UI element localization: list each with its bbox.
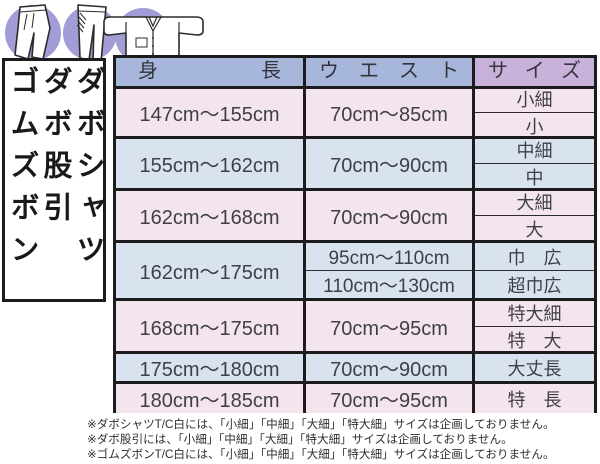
product-name-dabo-momohiki: ダボ股引 — [39, 66, 71, 234]
waist-cell: 70cm〜85cm — [306, 89, 475, 136]
height-cell: 147cm〜155cm — [116, 89, 306, 136]
table-header-row: 身長 ウエスト サイズ — [116, 58, 594, 89]
product-names-box: ダボシャツ ダボ股引 ゴムズボン — [2, 58, 106, 302]
header-height: 身長 — [116, 58, 306, 86]
product-name-dabo-shirt: ダボシャツ — [72, 66, 104, 276]
waist-sub: 110cm〜130cm — [306, 270, 472, 298]
height-cell: 155cm〜162cm — [116, 139, 306, 188]
size-sub: 特大細 — [507, 303, 562, 324]
table-row: 168cm〜175cm 70cm〜95cm 特大細 特 大 — [116, 301, 594, 354]
clothing-icons — [5, 4, 204, 64]
waist-cell: 70cm〜90cm — [306, 139, 475, 188]
height-cell: 162cm〜175cm — [116, 243, 306, 298]
table-row: 155cm〜162cm 70cm〜90cm 中細 中 — [116, 139, 594, 191]
waist-cell: 70cm〜90cm — [306, 191, 475, 240]
size-sub: 特 大 — [475, 325, 594, 353]
size-cell: 大丈長 — [475, 354, 594, 381]
waist-cell: 70cm〜90cm — [306, 354, 475, 381]
size-sub: 小細 — [516, 90, 553, 110]
footnote-line: ※ダボシャツT/C白には、「小細」「中細」「大細」「特大細」サイズは企画しており… — [87, 418, 555, 431]
table-row: 147cm〜155cm 70cm〜85cm 小細 小 — [116, 89, 594, 139]
table-row: 162cm〜168cm 70cm〜90cm 大細 大 — [116, 191, 594, 243]
size-cell: 小細 小 — [475, 89, 594, 139]
size-cell: 特大細 特 大 — [475, 301, 594, 351]
table-row: 180cm〜185cm 70cm〜95cm 特 長 — [116, 384, 594, 413]
size-cell: 大細 大 — [475, 191, 594, 240]
footnotes: ※ダボシャツT/C白には、「小細」「中細」「大細」「特大細」サイズは企画しており… — [87, 418, 555, 462]
waist-cell: 95cm〜110cm 110cm〜130cm — [306, 243, 475, 298]
product-names: ダボシャツ ダボ股引 ゴムズボン — [5, 61, 105, 299]
momohiki-pants-icon — [63, 4, 117, 63]
size-sub: 大細 — [516, 193, 553, 213]
size-sub: 大 — [475, 215, 594, 242]
size-sub: 巾 広 — [507, 247, 562, 268]
size-sub: 超巾広 — [475, 270, 594, 298]
footnote-line: ※ダボ股引には、「小細」「中細」「大細」「特大細」サイズは企画しておりません。 — [87, 432, 513, 446]
size-cell: 巾 広 超巾広 — [475, 243, 594, 298]
size-sub: 小 — [475, 112, 594, 139]
size-sub: 中 — [475, 163, 594, 190]
size-sub: 中細 — [516, 141, 553, 161]
header-size: サイズ — [475, 58, 594, 86]
footnote-line: ※ゴムズボンT/C白には、「小細」「中細」「大細」「特大細」サイズは企画しており… — [87, 447, 555, 461]
height-cell: 162cm〜168cm — [116, 191, 306, 240]
waist-cell: 70cm〜95cm — [306, 384, 475, 413]
size-cell: 中細 中 — [475, 139, 594, 188]
size-cell: 特 長 — [475, 384, 594, 413]
height-cell: 168cm〜175cm — [116, 301, 306, 351]
waist-sub: 95cm〜110cm — [328, 248, 450, 269]
wide-pants-icon — [5, 4, 61, 61]
dabo-shirt-icon — [103, 8, 204, 64]
height-cell: 175cm〜180cm — [116, 354, 306, 381]
table-row: 162cm〜175cm 95cm〜110cm 110cm〜130cm 巾 広 超… — [116, 243, 594, 301]
header-waist: ウエスト — [306, 58, 475, 86]
table-row: 175cm〜180cm 70cm〜90cm 大丈長 — [116, 354, 594, 384]
product-name-gomu-zubon: ゴムズボン — [6, 66, 38, 276]
height-cell: 180cm〜185cm — [116, 384, 306, 413]
waist-cell: 70cm〜95cm — [306, 301, 475, 351]
size-table: 身長 ウエスト サイズ 147cm〜155cm 70cm〜85cm 小細 小 1… — [113, 55, 597, 413]
